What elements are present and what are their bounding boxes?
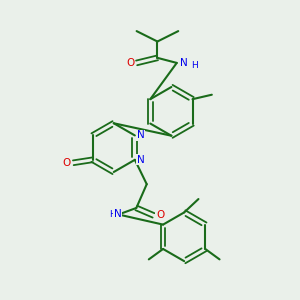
Text: O: O — [63, 158, 71, 168]
Text: N: N — [137, 130, 145, 140]
Text: O: O — [156, 210, 164, 220]
Text: N: N — [137, 155, 145, 165]
Text: H: H — [191, 61, 198, 70]
Text: N: N — [180, 58, 188, 68]
Text: H: H — [110, 210, 116, 219]
Text: N: N — [114, 209, 122, 220]
Text: O: O — [126, 58, 134, 68]
